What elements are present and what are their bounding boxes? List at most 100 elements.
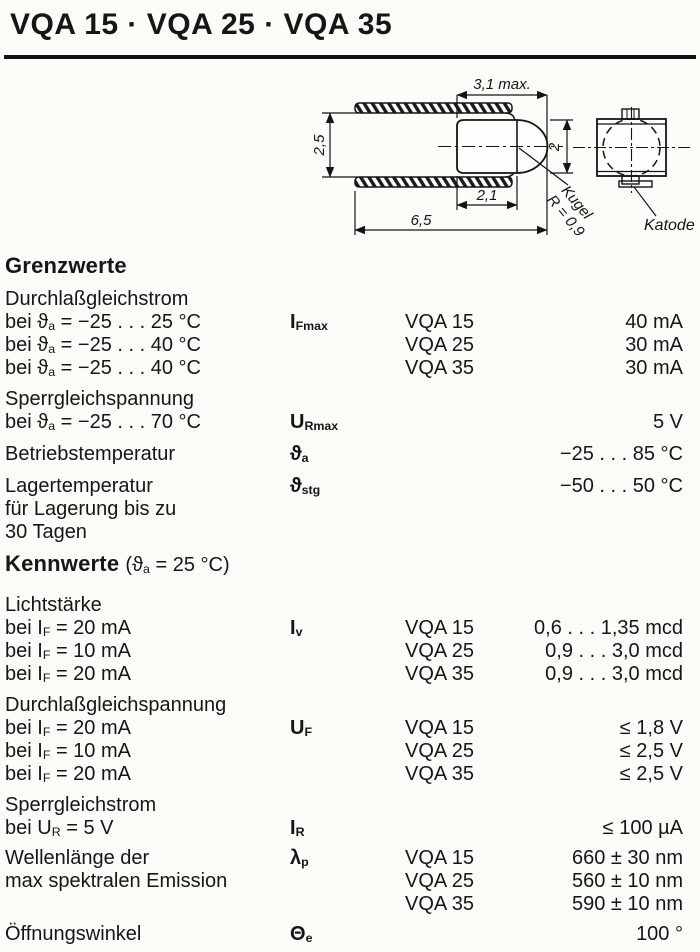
cell-symbol: UF (290, 717, 313, 740)
cell-symbol (290, 694, 400, 717)
cell-label: Lichtstärke (5, 594, 102, 616)
spec-row: Betriebstemperatur ϑa −25 . . . 85 °C (5, 443, 695, 466)
cell-label: Öffnungswinkel (5, 923, 142, 945)
cell-value: −25 . . . 85 °C (559, 443, 683, 465)
cell-type (400, 443, 522, 466)
spec-row: bei ϑa = −25 . . . 25 °C IFmax VQA 15 40 mA (5, 311, 695, 334)
spec-group: Wellenlänge der λp VQA 15 660 ± 30 nm max sp… (5, 847, 695, 916)
cell-value: 0,9 . . . 3,0 mcd (545, 663, 683, 685)
cell-value: 660 ± 30 nm (571, 847, 683, 869)
cell-value: 30 mA (625, 357, 683, 379)
spec-row: Lagertemperatur ϑstg −50 . . . 50 °C (5, 475, 695, 498)
spec-row: max spektralen Emission VQA 25 560 ± 10 nm (5, 870, 695, 893)
cell-symbol: λp (290, 847, 309, 870)
cell-value (522, 521, 695, 544)
cell-type: VQA 15 (405, 847, 474, 869)
cell-type (400, 288, 522, 311)
cell-type: VQA 35 (405, 357, 474, 379)
cell-label: bei ϑa = −25 . . . 40 °C (5, 357, 201, 380)
cell-label: bei UR = 5 V (5, 817, 114, 840)
cell-symbol (290, 740, 400, 763)
dimension-lines (322, 90, 573, 235)
cell-label: Durchlaßgleichstrom (5, 288, 189, 310)
spec-row: bei IF = 20 mA VQA 35 ≤ 2,5 V (5, 763, 695, 786)
cell-type: VQA 35 (405, 763, 474, 785)
cell-value: ≤ 100 µA (602, 817, 683, 839)
cell-symbol (290, 893, 400, 916)
dim-width-max-label: 3,1 max. (473, 76, 531, 93)
cathode-flag (618, 180, 653, 188)
spec-group: Öffnungswinkel Θe 100 ° (5, 923, 695, 946)
spec-row: Sperrgleichspannung (5, 388, 695, 411)
cell-type: VQA 35 (405, 893, 474, 915)
cell-value: −50 . . . 50 °C (559, 475, 683, 497)
cell-symbol: ϑa (290, 443, 309, 466)
spec-section: Grenzwerte Durchlaßgleichstrom bei ϑa = −2… (5, 253, 695, 544)
cell-symbol (290, 357, 400, 380)
cell-label: Lagertemperatur (5, 475, 153, 497)
cathode-label: Katode (644, 217, 695, 234)
spec-row: bei IF = 20 mA VQA 35 0,9 . . . 3,0 mcd (5, 663, 695, 686)
cell-value: ≤ 2,5 V (619, 740, 683, 762)
spec-group: Betriebstemperatur ϑa −25 . . . 85 °C (5, 443, 695, 466)
spec-table: Grenzwerte Durchlaßgleichstrom bei ϑa = −2… (5, 246, 695, 946)
led-side-view (354, 102, 563, 188)
front-bottom-tab (621, 175, 640, 185)
spec-row: bei IF = 10 mA VQA 25 ≤ 2,5 V (5, 740, 695, 763)
spec-row: Sperrgleichstrom (5, 794, 695, 817)
cell-type (400, 923, 522, 946)
page-title: VQA 15 · VQA 25 · VQA 35 (10, 8, 393, 41)
cell-label: Sperrgleichspannung (5, 388, 195, 410)
cell-symbol (290, 334, 400, 357)
sphere-annotation: Kugel R = 0,9 (543, 182, 595, 240)
cell-label: bei IF = 20 mA (5, 717, 131, 740)
cell-label: bei IF = 20 mA (5, 763, 131, 786)
spec-row: Durchlaßgleichstrom (5, 288, 695, 311)
cell-symbol: IR (290, 817, 305, 840)
spec-row: für Lagerung bis zu (5, 498, 695, 521)
cell-type: VQA 15 (405, 617, 474, 639)
cell-symbol: Θe (290, 923, 313, 946)
cell-label: bei ϑa = −25 . . . 40 °C (5, 334, 201, 357)
sphere-leader-line (518, 147, 569, 186)
front-top-tab (621, 108, 640, 120)
cell-type (400, 521, 522, 544)
title-divider (4, 55, 696, 59)
cell-value: 40 mA (625, 311, 683, 333)
cell-type: VQA 25 (405, 870, 474, 892)
cell-label: bei ϑa = −25 . . . 25 °C (5, 311, 201, 334)
cell-value: ≤ 2,5 V (619, 763, 683, 785)
cell-type: VQA 25 (405, 334, 474, 356)
dim-lead-spacing-label: 2,5 (311, 134, 328, 157)
cell-label: für Lagerung bis zu (5, 498, 177, 520)
cell-value: 0,9 . . . 3,0 mcd (545, 640, 683, 662)
cathode-leader-line (633, 186, 657, 217)
spec-row: bei ϑa = −25 . . . 40 °C VQA 35 30 mA (5, 357, 695, 380)
cell-symbol: IFmax (290, 311, 328, 334)
cell-type: VQA 15 (405, 717, 474, 739)
cell-symbol (290, 594, 400, 617)
cell-label: Betriebstemperatur (5, 443, 176, 465)
cell-type (400, 594, 522, 617)
package-drawing-svg: 2,5 3,1 max. 2 2,1 6,5 Kugel R = 0,9 (311, 76, 695, 241)
lead-top (354, 102, 513, 114)
lead-bottom (354, 176, 513, 188)
cell-label: max spektralen Emission (5, 870, 228, 892)
cell-label: bei IF = 10 mA (5, 740, 131, 763)
cell-symbol (290, 663, 400, 686)
cell-symbol (290, 498, 400, 521)
cell-value (522, 498, 695, 521)
spec-row: VQA 35 590 ± 10 nm (5, 893, 695, 916)
cell-label: Durchlaßgleichspannung (5, 694, 227, 716)
cell-type (400, 475, 522, 498)
cell-symbol (290, 763, 400, 786)
cell-symbol (290, 794, 400, 817)
cell-type: VQA 25 (405, 640, 474, 662)
cell-type (400, 817, 522, 840)
cell-symbol: ϑstg (290, 475, 321, 498)
cell-symbol (290, 640, 400, 663)
cell-label: bei IF = 20 mA (5, 663, 131, 686)
spec-row: 30 Tagen (5, 521, 695, 544)
cell-label: 30 Tagen (5, 521, 87, 543)
